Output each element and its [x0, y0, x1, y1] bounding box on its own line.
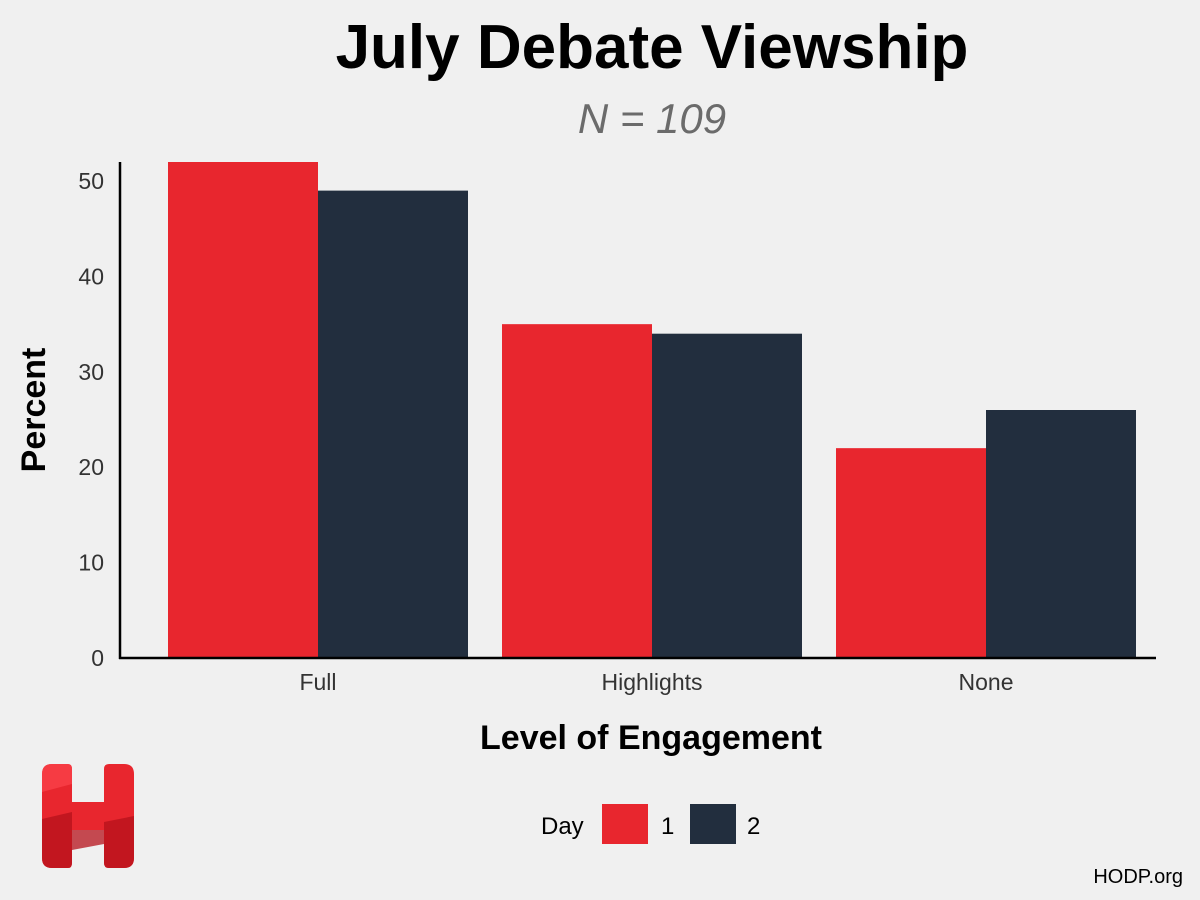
- x-tick-label: Full: [299, 669, 336, 695]
- logo-h-shade: [42, 812, 134, 868]
- y-tick-label: 40: [78, 263, 104, 289]
- logo-h-highlight: [42, 764, 72, 792]
- y-tick-label: 0: [91, 645, 104, 671]
- bar-full-day-1: [168, 162, 318, 658]
- legend-title: Day: [541, 813, 584, 840]
- chart-title: July Debate Viewship: [336, 13, 969, 82]
- y-tick-label: 10: [78, 550, 104, 576]
- bar-none-day-1: [836, 448, 986, 658]
- y-axis-title: Percent: [15, 348, 53, 473]
- x-axis-title: Level of Engagement: [480, 719, 822, 757]
- legend: Day 1 2: [541, 804, 760, 844]
- x-tick-label: Highlights: [602, 669, 703, 695]
- legend-swatch-day-2: [690, 804, 736, 844]
- x-tick-label: None: [959, 669, 1014, 695]
- source-label: HODP.org: [1093, 866, 1183, 888]
- y-axis-ticks: 0 10 20 30 40 50: [78, 168, 104, 671]
- y-tick-label: 30: [78, 359, 104, 385]
- y-tick-label: 50: [78, 168, 104, 194]
- legend-swatch-day-1: [602, 804, 648, 844]
- legend-label-day-1: 1: [661, 813, 674, 840]
- bar-none-day-2: [986, 410, 1136, 658]
- bar-highlights-day-1: [502, 324, 652, 658]
- bars-group: [168, 162, 1136, 658]
- chart-subtitle: N = 109: [578, 95, 726, 142]
- hodp-logo-icon: [42, 764, 134, 868]
- bar-full-day-2: [318, 190, 468, 658]
- legend-label-day-2: 2: [747, 813, 760, 840]
- x-axis-ticks: Full Highlights None: [299, 669, 1013, 695]
- y-tick-label: 20: [78, 454, 104, 480]
- bar-highlights-day-2: [652, 333, 802, 658]
